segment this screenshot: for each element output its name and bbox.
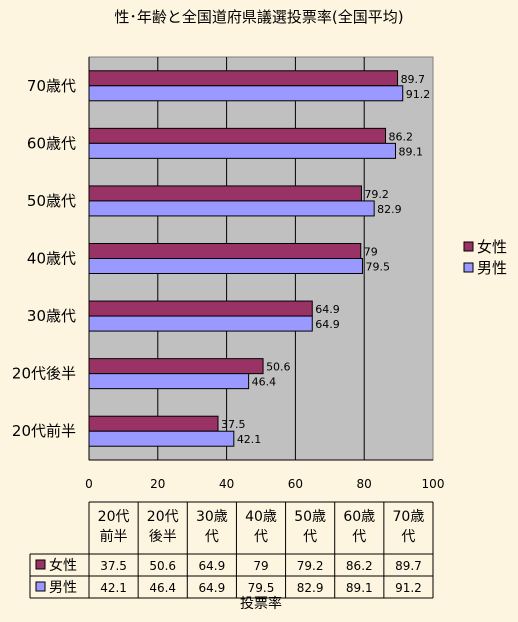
bar-female	[88, 243, 362, 259]
legend-swatch	[463, 241, 474, 252]
table-header: 40歳	[245, 509, 277, 525]
table-header: 後半	[149, 529, 177, 545]
bar-male	[88, 373, 250, 390]
table-header: 30歳	[196, 509, 228, 525]
table-cell: 91.2	[395, 581, 422, 595]
table-cell: 86.2	[346, 559, 373, 573]
bar-male	[88, 258, 363, 274]
table-header: 20代	[147, 509, 179, 525]
table-legend-swatch	[35, 581, 46, 592]
bar-female	[88, 415, 219, 432]
category-label: 20代後半	[12, 365, 76, 383]
bar-female	[88, 358, 264, 375]
table-cell: 79	[253, 559, 268, 573]
x-tick-label: 80	[357, 477, 372, 491]
table-cell: 89.1	[346, 581, 373, 595]
data-label: 86.2	[389, 130, 414, 143]
category-label: 60歳代	[27, 134, 76, 152]
table-header: 前半	[100, 528, 128, 545]
category-label: 70歳代	[27, 77, 76, 95]
bar-male	[88, 85, 404, 102]
data-label: 42.1	[237, 433, 262, 446]
x-tick-label: 60	[288, 477, 303, 491]
bar-female	[88, 127, 387, 144]
data-label: 50.6	[266, 361, 291, 374]
bar-female	[88, 70, 399, 87]
data-label: 64.9	[315, 318, 340, 331]
x-axis-label: 投票率	[240, 595, 282, 612]
table-cell: 82.9	[297, 581, 324, 595]
table-row-label: 男性	[49, 580, 77, 596]
table-header: 代	[205, 529, 219, 545]
table-cell: 89.7	[395, 559, 422, 573]
table-header: 代	[254, 529, 268, 545]
table-header: 20代	[98, 509, 130, 525]
bar-male	[88, 142, 397, 159]
data-label: 89.1	[399, 145, 424, 158]
category-labels: 70歳代 60歳代 50歳代 40歳代 30歳代 20代後半 20代前半	[12, 77, 76, 440]
data-label: 37.5	[221, 418, 246, 431]
table-cell: 50.6	[149, 559, 176, 573]
legend-label: 女性	[477, 238, 507, 256]
chart-title: 性･年齢と全国道府県議選投票率(全国平均)	[114, 8, 403, 26]
x-tick-label: 40	[219, 477, 234, 491]
data-label: 79.2	[364, 188, 389, 201]
x-tick-label: 20	[150, 477, 165, 491]
data-label: 79	[364, 246, 378, 259]
table-cell: 79.2	[297, 559, 324, 573]
table-header: 70歳	[393, 509, 425, 525]
bar-female	[88, 185, 362, 202]
bar-male	[88, 315, 313, 332]
table-cell: 64.9	[198, 559, 225, 573]
data-label: 79.5	[365, 261, 390, 274]
table-header: 代	[352, 529, 366, 545]
table-header: 代	[303, 529, 317, 545]
table-row-label: 女性	[49, 557, 77, 574]
bar-male	[88, 200, 375, 217]
x-tick-label: 100	[422, 477, 445, 491]
data-label: 89.7	[401, 73, 426, 86]
table-cell: 79.5	[248, 581, 275, 595]
bars	[88, 70, 404, 447]
table-header: 50歳	[294, 509, 326, 525]
bar-female	[88, 300, 313, 317]
category-label: 30歳代	[27, 307, 76, 325]
category-label: 20代前半	[12, 422, 76, 440]
table-cell: 42.1	[100, 581, 127, 595]
data-label: 82.9	[377, 203, 402, 216]
legend-label: 男性	[477, 259, 507, 277]
category-label: 40歳代	[27, 250, 76, 268]
table-header: 60歳	[343, 509, 375, 525]
table-cell: 46.4	[149, 581, 176, 595]
table-legend-swatch	[35, 559, 46, 570]
category-label: 50歳代	[27, 192, 76, 210]
data-labels: 89.7 91.2 86.2 89.1 79.2 82.9 79 79.5 64.9 64.9 50…	[221, 73, 430, 446]
data-label: 91.2	[406, 88, 431, 101]
legend-swatch	[463, 262, 474, 273]
data-label: 46.4	[252, 376, 277, 389]
x-tick-labels: 0 20 40 60 80 100	[85, 477, 444, 491]
table-cell: 64.9	[198, 581, 225, 595]
table-cell: 37.5	[100, 559, 127, 573]
table-header: 代	[401, 529, 415, 545]
x-tick-label: 0	[85, 477, 93, 491]
bar-male	[88, 430, 235, 447]
data-label: 64.9	[315, 303, 340, 316]
